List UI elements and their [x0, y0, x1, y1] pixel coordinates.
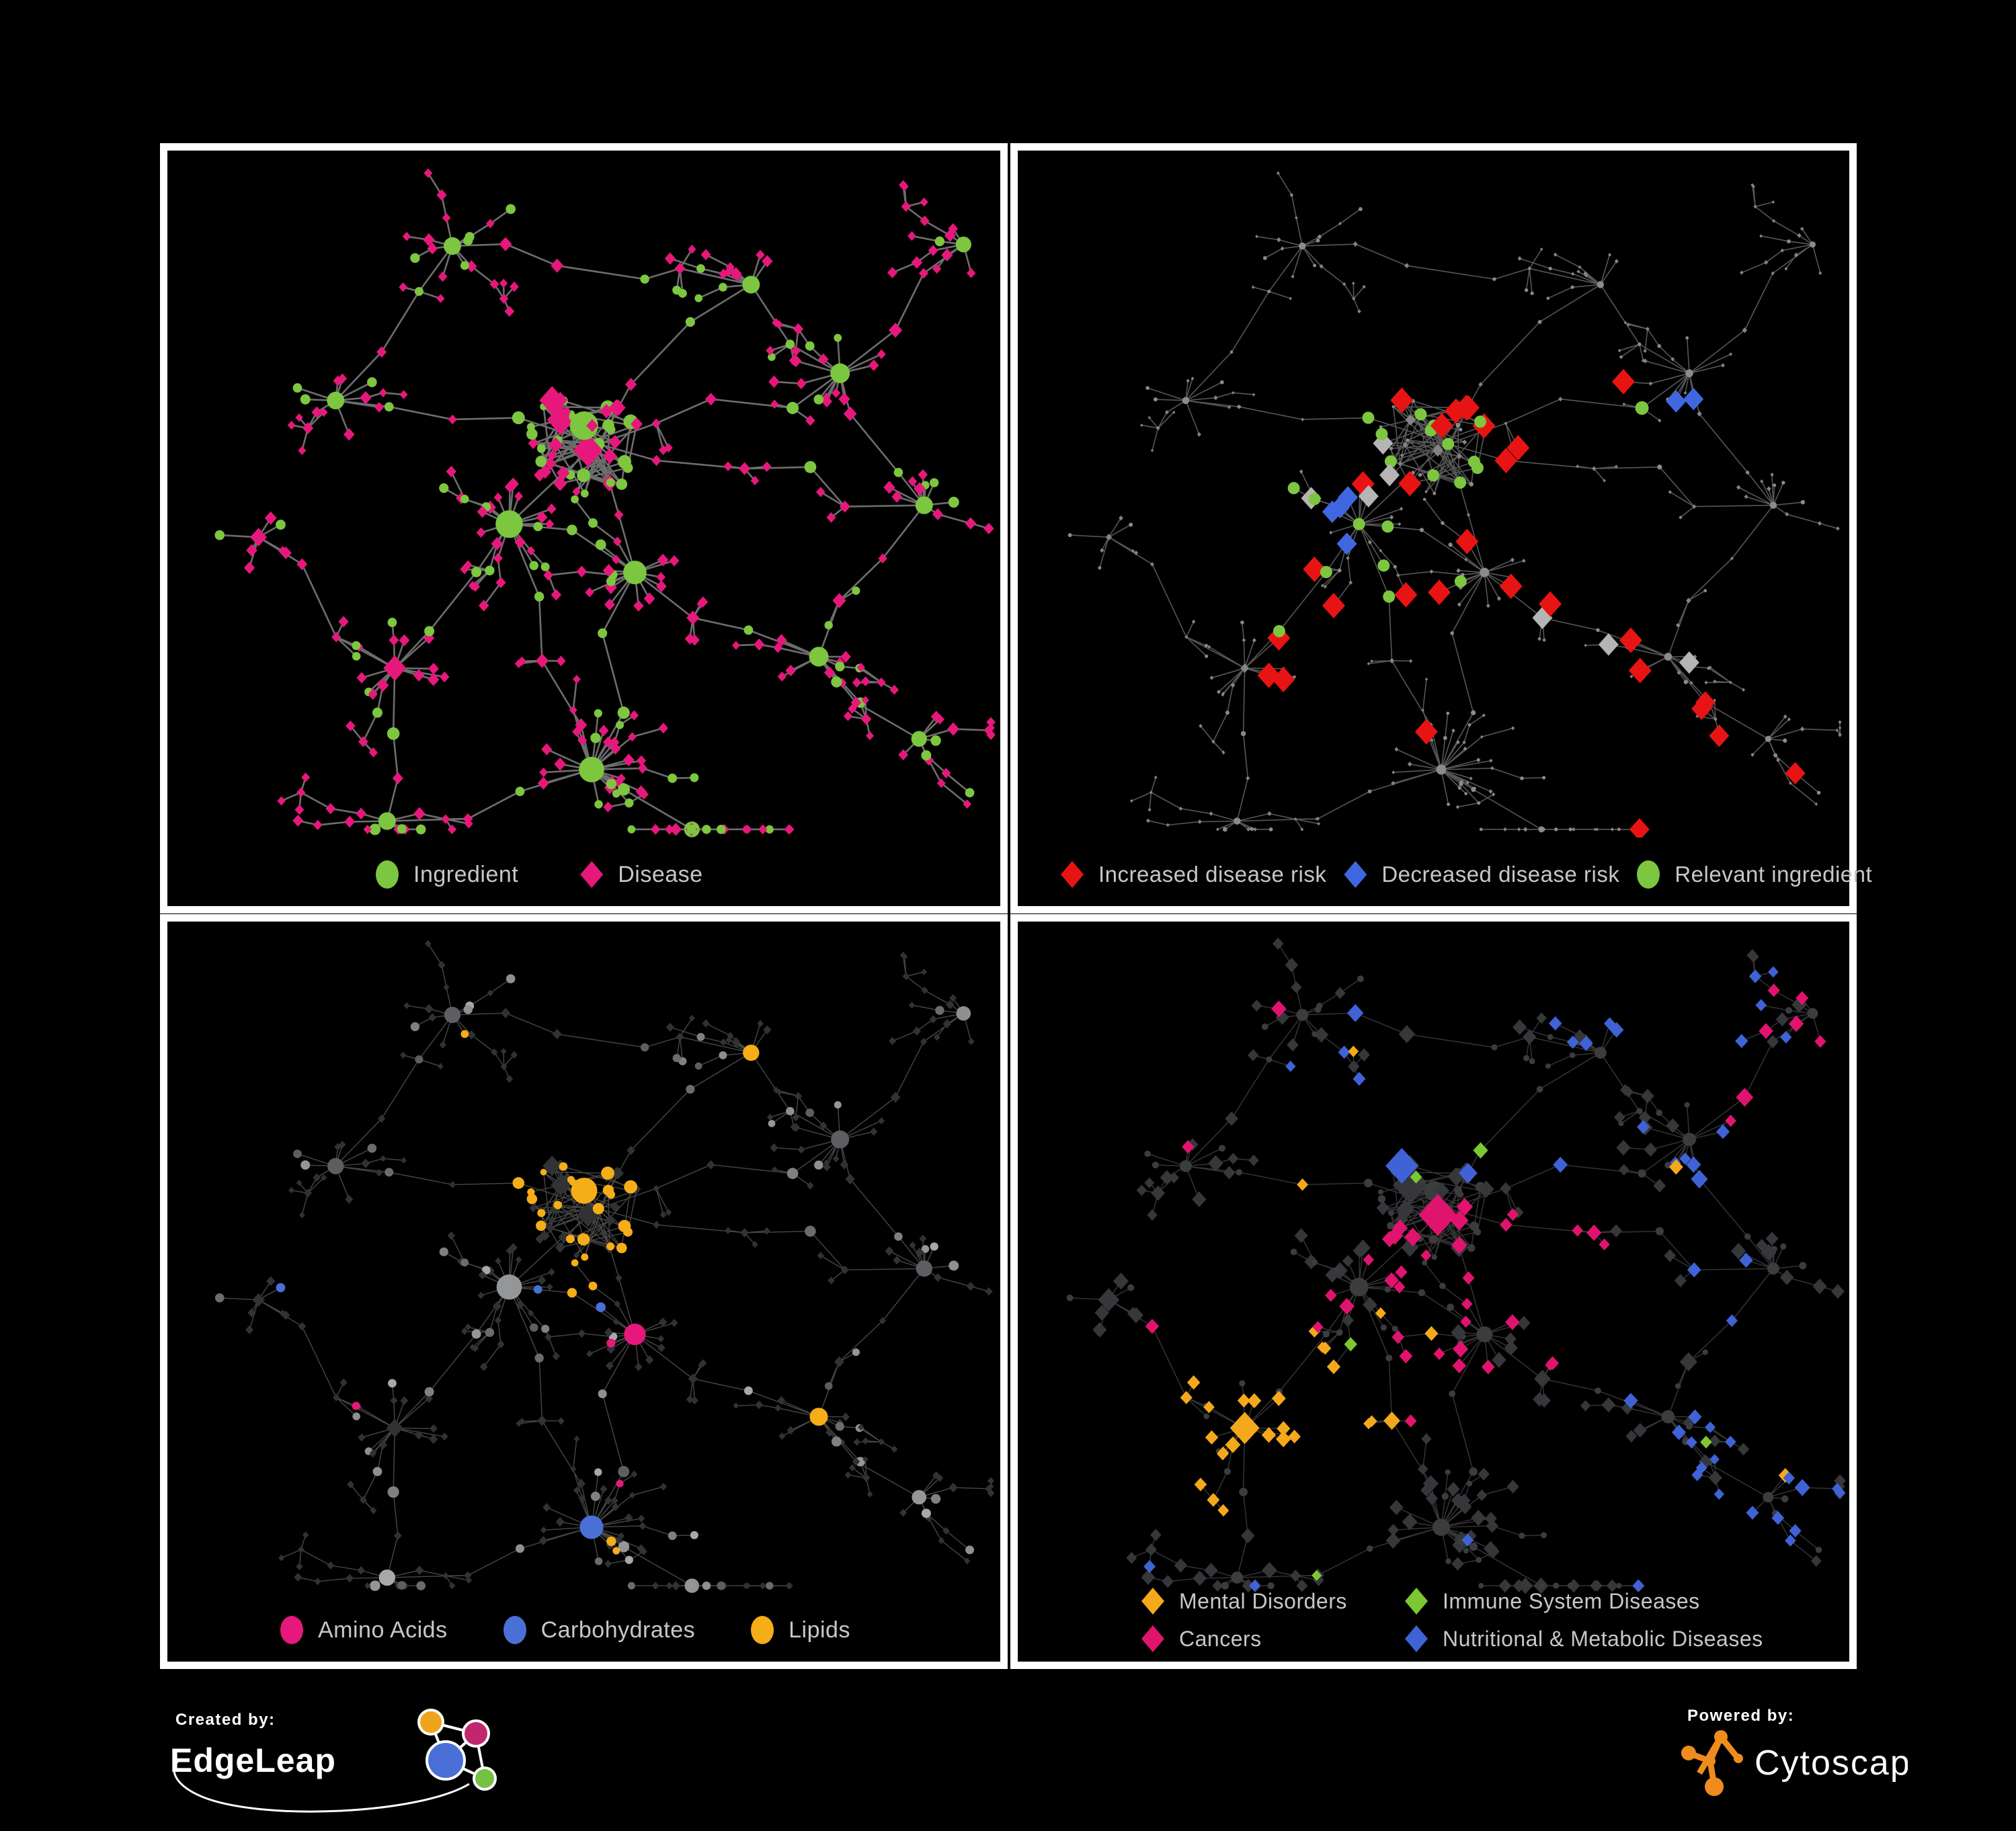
network-graph-disease-risk — [1018, 151, 1849, 838]
legend-label: Relevant ingredient — [1675, 862, 1872, 887]
legend-ellipse-icon — [503, 1616, 526, 1644]
legend-item: Carbohydrates — [503, 1616, 696, 1644]
panel-disease-categories: Mental Disorders Immune System Diseases Ca… — [1010, 914, 1857, 1669]
legend-nutrient-classes: Amino Acids Carbohydrates Lipids — [167, 1616, 1000, 1644]
legend-ellipse-icon — [1637, 860, 1660, 889]
legend-diamond-icon — [1405, 1588, 1428, 1615]
legend-label: Decreased disease risk — [1381, 862, 1619, 887]
network-graph-nutrient-classes — [167, 922, 1000, 1594]
legend-diamond-icon — [1344, 861, 1367, 888]
legend-label: Cancers — [1179, 1627, 1262, 1652]
legend-item: Nutritional & Metabolic Diseases — [1405, 1625, 1849, 1652]
legend-ellipse-icon — [751, 1616, 774, 1644]
panel-nutrient-classes: Amino Acids Carbohydrates Lipids — [160, 914, 1008, 1669]
legend-label: Lipids — [789, 1617, 850, 1643]
network-graph-disease-categories — [1018, 922, 1849, 1594]
edgeleap-branding: Created by: EdgeLeap — [163, 1697, 540, 1831]
edgeleap-network-glyph — [419, 1710, 495, 1789]
legend-disease-risk: Increased disease risk Decreased disease … — [1018, 860, 1849, 889]
legend-item: Amino Acids — [280, 1616, 448, 1644]
edgeleap-wordmark: EdgeLeap — [170, 1742, 336, 1779]
legend-item: Disease — [580, 861, 702, 888]
legend-item: Immune System Diseases — [1405, 1588, 1849, 1615]
legend-ingredients-diseases: Ingredient Disease — [167, 860, 1000, 889]
legend-item: Ingredient — [376, 860, 518, 889]
legend-ellipse-icon — [376, 860, 399, 889]
powered-by-label: Powered by: — [1687, 1707, 1794, 1725]
legend-label: Amino Acids — [318, 1617, 448, 1643]
legend-item: Cancers — [1141, 1625, 1405, 1652]
legend-label: Disease — [618, 862, 702, 888]
legend-label: Increased disease risk — [1098, 862, 1326, 887]
panel-disease-risk: Increased disease risk Decreased disease … — [1010, 143, 1857, 913]
legend-diamond-icon — [1061, 861, 1084, 888]
legend-item: Mental Disorders — [1141, 1588, 1405, 1615]
legend-disease-categories: Mental Disorders Immune System Diseases Ca… — [1018, 1588, 1849, 1652]
legend-diamond-icon — [1141, 1625, 1164, 1652]
network-graph-ingredients-diseases — [167, 151, 1000, 838]
legend-item: Increased disease risk — [1061, 861, 1326, 888]
cytoscape-wordmark: Cytoscape — [1755, 1744, 1908, 1783]
legend-item: Decreased disease risk — [1344, 861, 1619, 888]
legend-diamond-icon — [1405, 1625, 1428, 1652]
created-by-label: Created by: — [175, 1711, 276, 1729]
legend-label: Carbohydrates — [541, 1617, 696, 1643]
cytoscape-glyph — [1681, 1730, 1743, 1796]
panel-ingredients-diseases: Ingredient Disease — [160, 143, 1008, 913]
legend-label: Ingredient — [413, 862, 518, 888]
cytoscape-branding: Powered by: Cytoscape — [1679, 1699, 1908, 1814]
legend-item: Relevant ingredient — [1637, 860, 1872, 889]
legend-label: Nutritional & Metabolic Diseases — [1443, 1627, 1763, 1652]
legend-label: Mental Disorders — [1179, 1589, 1347, 1614]
legend-ellipse-icon — [280, 1616, 303, 1644]
legend-label: Immune System Diseases — [1443, 1589, 1700, 1614]
legend-diamond-icon — [580, 861, 603, 888]
legend-diamond-icon — [1141, 1588, 1164, 1615]
legend-item: Lipids — [751, 1616, 850, 1644]
